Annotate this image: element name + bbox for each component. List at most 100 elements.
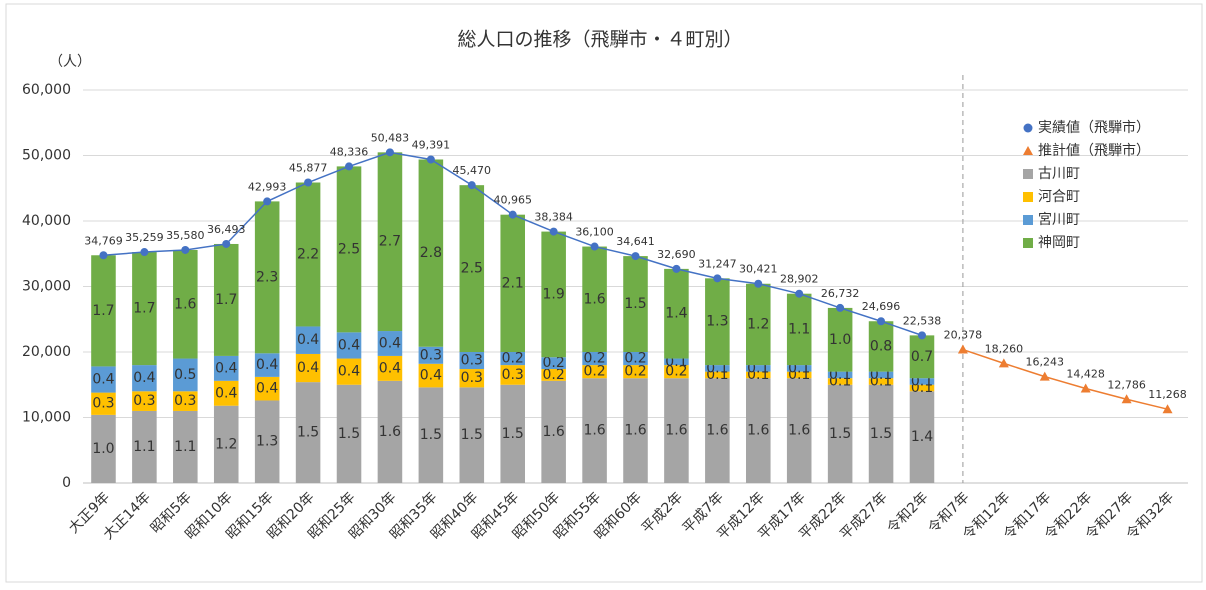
value-label: 1.6 [706, 423, 728, 439]
bar-segment [132, 410, 157, 483]
bar-segment [664, 378, 689, 483]
bar-segment [909, 384, 935, 392]
bar-segment [173, 391, 198, 411]
value-label: 1.6 [583, 291, 605, 307]
value-label: 1.6 [583, 423, 605, 439]
bar-segment [623, 365, 648, 379]
marker [140, 248, 149, 257]
bar-segment [909, 378, 935, 385]
bar-segment [500, 384, 525, 483]
value-label: 31,247 [698, 257, 737, 270]
chart-title: 総人口の推移（飛騨市・４町別） [457, 29, 742, 51]
value-label: 36,100 [575, 226, 614, 239]
bar-segment [91, 366, 116, 393]
bar-segment [459, 369, 485, 388]
value-label: 40,965 [493, 194, 532, 207]
value-label: 12,786 [1107, 378, 1146, 391]
bar-segment [418, 159, 444, 347]
value-label: 48,336 [330, 145, 369, 158]
value-label: 0.4 [215, 385, 237, 401]
value-label: 0.2 [583, 364, 605, 380]
value-label: 0.4 [92, 372, 114, 388]
bar-segment [459, 352, 485, 370]
bar-segment [459, 387, 485, 483]
bar-segment [336, 166, 362, 333]
marker [304, 178, 313, 187]
value-label: 0.3 [461, 353, 483, 369]
value-label: 0.8 [870, 338, 892, 354]
value-label: 1.4 [665, 306, 687, 322]
bar-segment [868, 384, 894, 483]
value-label: 2.7 [379, 234, 401, 250]
bar-segment [909, 391, 935, 483]
legend-label: 河合町 [1038, 189, 1080, 205]
bar-segment [623, 352, 648, 366]
value-label: 1.5 [829, 426, 851, 442]
bar-segment [786, 293, 812, 366]
bar-segment [868, 371, 894, 379]
marker [222, 239, 231, 248]
value-label: 1.1 [788, 321, 810, 337]
marker [263, 197, 272, 206]
value-label: 49,391 [412, 138, 451, 151]
legend-label: 神岡町 [1038, 235, 1080, 251]
value-label: 0.3 [92, 396, 114, 412]
value-label: 0.4 [338, 337, 360, 353]
legend-marker [1023, 215, 1033, 225]
bar-segment [786, 365, 812, 372]
value-label: 18,260 [985, 342, 1024, 355]
legend-label: 古川町 [1038, 166, 1080, 182]
bar-segment [541, 357, 566, 370]
bar-segment [91, 414, 116, 483]
value-label: 1.0 [92, 441, 114, 457]
bar-segment [582, 352, 607, 366]
bar-segment [582, 365, 607, 379]
bar-segment [254, 376, 280, 401]
bar-segment [541, 380, 566, 483]
value-label: 24,696 [862, 300, 901, 313]
legend-marker [1023, 238, 1033, 248]
value-label: 1.5 [502, 426, 524, 442]
bar-segment [459, 185, 485, 352]
value-label: 1.5 [338, 426, 360, 442]
marker [99, 251, 108, 260]
bar-segment [746, 378, 771, 483]
bar-segment [377, 380, 403, 483]
value-label: 1.0 [829, 332, 851, 348]
bar-segment [336, 332, 362, 359]
value-label: 0.4 [256, 381, 278, 397]
value-label: 2.2 [297, 246, 319, 262]
marker [957, 344, 968, 354]
value-label: 2.5 [338, 241, 360, 257]
bar-segment [418, 346, 444, 364]
marker [590, 242, 599, 251]
bar-segment [746, 371, 771, 379]
value-label: 0.7 [911, 349, 933, 365]
value-label: 0.2 [624, 351, 646, 367]
value-label: 35,259 [125, 231, 164, 244]
bar-segment [909, 335, 935, 379]
value-label: 1.5 [297, 425, 319, 441]
bar-segment [132, 252, 157, 366]
value-label: 0.3 [502, 367, 524, 383]
value-label: 0.2 [624, 364, 646, 380]
value-label: 0.4 [420, 368, 442, 384]
bar-segment [173, 358, 198, 392]
value-label: 34,769 [84, 234, 123, 247]
bar-segment [173, 410, 198, 483]
value-label: 0.4 [379, 360, 401, 376]
value-label: 0.3 [133, 393, 155, 409]
bar-segment [213, 380, 239, 406]
bar-segment [500, 352, 525, 366]
value-label: 1.2 [747, 316, 769, 332]
bar-segment [623, 256, 648, 352]
legend-marker [1023, 146, 1033, 155]
value-label: 32,690 [657, 248, 696, 261]
value-label: 2.8 [420, 245, 442, 261]
value-label: 45,470 [453, 164, 492, 177]
bar-segment [827, 371, 853, 379]
value-label: 1.7 [92, 303, 114, 319]
bar-segment [664, 358, 689, 366]
value-label: 1.6 [747, 423, 769, 439]
y-tick-label: 40,000 [22, 213, 71, 229]
